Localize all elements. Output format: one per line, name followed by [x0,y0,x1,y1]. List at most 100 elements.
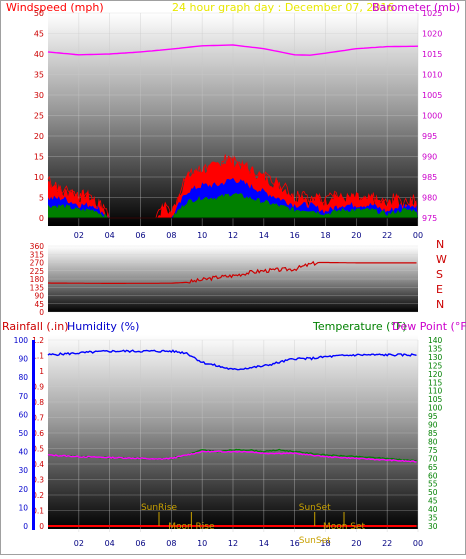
wind-y-tick-label: 5 [39,194,44,203]
rain-y-tick-label: 1.2 [32,336,44,345]
wind-x-tick-label: 12 [228,231,238,240]
windspeed-label: Windspeed (mph) [6,1,104,14]
wind-x-tick-label: 06 [135,231,145,240]
wind-x-tick-label: 22 [382,231,392,240]
barometer-y-tick-label: 1000 [422,112,442,121]
rain-y-tick-label: 0.2 [32,491,44,500]
temp-y-tick-label: 130 [428,353,443,362]
temp-y-tick-label: 60 [428,471,438,480]
wind-y-tick-label: 50 [34,9,44,18]
rainfall-label: Rainfall (.in) [2,320,69,333]
barometer-y-tick-label: 1020 [422,30,442,39]
temp-y-tick-label: 65 [428,463,438,472]
wind-x-tick-label: 20 [351,231,361,240]
rain-y-tick-label: 0 [39,522,44,531]
humidity-axis-bar [32,340,35,530]
temp-y-tick-label: 95 [428,412,438,421]
rain-y-tick-label: 0.4 [32,460,44,469]
humidity-y-tick-label: 80 [18,373,28,382]
wind-direction-line [48,260,417,284]
dir-y-tick-label: 315 [30,250,45,259]
event-label: SunSet [299,503,331,513]
barometer-y-tick-label: 1005 [422,91,442,100]
humidity-y-tick-label: 70 [18,392,28,401]
wind-avg-area [48,192,418,218]
wind-x-tick-label: 04 [105,231,115,240]
humidity-y-tick-label: 30 [18,466,28,475]
event-label: SunRise [141,503,178,513]
wind-x-tick-label: 10 [197,231,207,240]
humidity-label: Humidity (%) [67,320,139,333]
barometer-y-tick-label: 1025 [422,9,442,18]
humidity-y-tick-label: 90 [18,355,28,364]
event-label: Moon Set [323,522,366,532]
climate-x-tick-label: 08 [166,539,176,548]
climate-x-tick-label: 18 [320,539,330,548]
barometer-y-tick-label: 980 [422,194,437,203]
climate-x-tick-label: 14 [259,539,269,548]
humidity-y-tick-label: 40 [18,448,28,457]
humidity-line [47,349,417,371]
climate-x-tick-label: 06 [135,539,145,548]
wind-x-tick-label: 02 [74,231,84,240]
humidity-y-tick-label: 10 [18,503,28,512]
climate-x-tick-label: 12 [228,539,238,548]
temp-y-tick-label: 40 [428,505,438,514]
temp-y-tick-label: 110 [428,387,443,396]
wind-y-tick-label: 25 [34,112,44,121]
dir-y-tick-label: 360 [30,242,45,251]
wind-x-tick-label: 00 [413,231,423,240]
dir-y-tick-label: 135 [30,283,45,292]
temp-y-tick-label: 50 [428,488,438,497]
barometer-line [47,44,419,56]
rain-y-tick-label: 1 [39,367,44,376]
climate-x-tick-label: 20 [351,539,361,548]
barometer-y-tick-label: 995 [422,132,437,141]
temp-y-tick-label: 135 [428,344,443,353]
direction-side-label: N [436,238,444,251]
barometer-label: Barometer (mb) [372,1,460,14]
temp-y-tick-label: 30 [428,522,438,531]
wind-y-tick-label: 30 [34,91,44,100]
dir-y-tick-label: 90 [34,292,44,301]
rain-y-tick-label: 0.5 [32,445,44,454]
barometer-y-tick-label: 975 [422,214,437,223]
temp-y-tick-label: 85 [428,429,438,438]
humidity-y-tick-label: 50 [18,429,28,438]
climate-x-tick-label: 00 [413,539,423,548]
wind-x-tick-label: 14 [259,231,269,240]
wind-y-tick-label: 40 [34,50,44,59]
wind-y-tick-label: 15 [34,153,44,162]
dir-y-tick-label: 180 [30,275,45,284]
rain-y-tick-label: 0.6 [32,429,44,438]
event-label: Moon Rise [168,522,215,532]
rain-y-tick-label: 0.3 [32,476,44,485]
wind-y-tick-label: 35 [34,71,44,80]
dir-y-tick-label: 45 [34,300,44,309]
temp-y-tick-label: 140 [428,336,443,345]
wind-x-tick-label: 18 [320,231,330,240]
humidity-y-tick-label: 0 [23,522,28,531]
dewpoint-label: Dew Point (°F) [392,320,466,333]
climate-x-tick-label: 22 [382,539,392,548]
wind-x-tick-label: 16 [290,231,300,240]
dewpoint-line [47,450,417,463]
temp-y-tick-label: 120 [428,370,443,379]
climate-x-tick-label: 16 [290,539,300,548]
direction-side-label: N [436,298,444,311]
temp-y-tick-label: 80 [428,437,438,446]
direction-side-label: E [436,283,443,296]
wind-y-tick-label: 10 [34,173,44,182]
barometer-y-tick-label: 990 [422,153,437,162]
rain-y-tick-label: 0.9 [32,383,44,392]
temp-y-tick-label: 90 [428,421,438,430]
dir-y-tick-label: 225 [30,267,45,276]
rain-y-tick-label: 0.8 [32,398,44,407]
humidity-y-tick-label: 60 [18,410,28,419]
temp-y-tick-label: 105 [428,395,443,404]
barometer-y-tick-label: 1010 [422,71,442,80]
climate-x-tick-label: 04 [105,539,115,548]
wind-y-tick-label: 0 [39,214,44,223]
rain-y-tick-label: 0.1 [32,507,44,516]
